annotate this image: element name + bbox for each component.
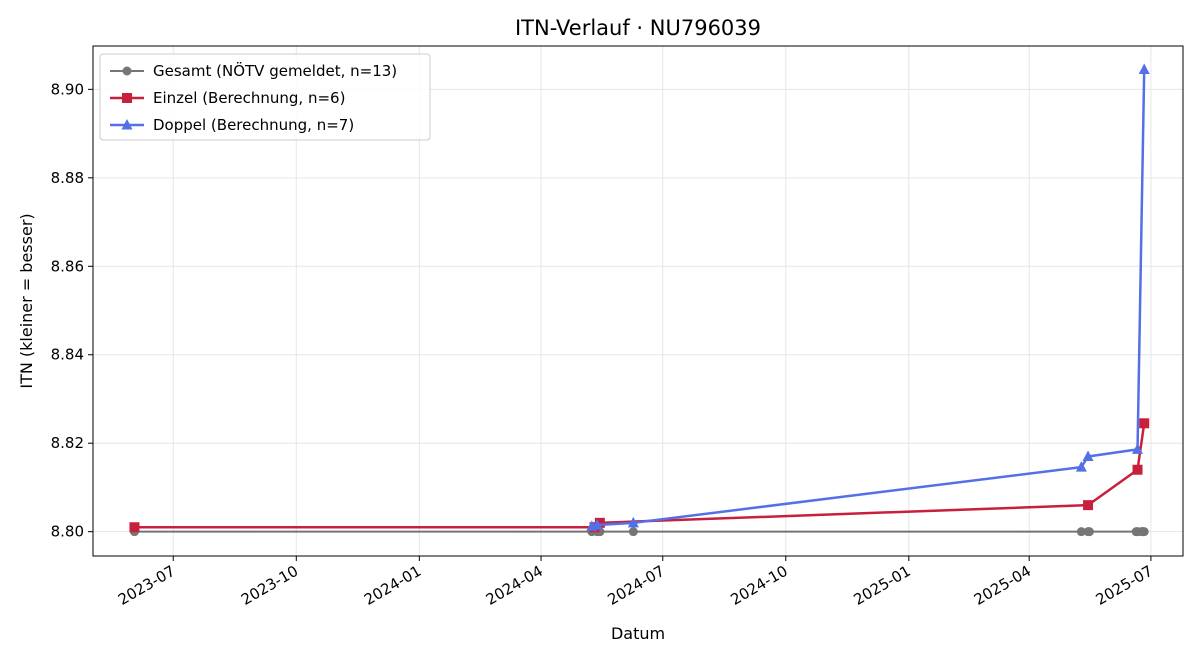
y-tick-label: 8.90	[51, 80, 84, 98]
y-tick-label: 8.86	[51, 257, 84, 275]
legend-item	[110, 93, 144, 103]
series-line	[134, 423, 1146, 529]
data-point	[1138, 63, 1150, 74]
legend-marker	[121, 119, 133, 130]
data-point	[594, 517, 605, 528]
data-point	[1139, 418, 1150, 429]
legend-label: Doppel (Berechnung, n=7)	[153, 116, 354, 134]
y-tick-label: 8.80	[51, 523, 84, 541]
data-point	[1076, 527, 1086, 537]
data-point	[1083, 500, 1094, 511]
legend-marker	[122, 93, 132, 103]
plot-frame	[92, 45, 1184, 557]
series-3	[586, 63, 1150, 531]
data-point	[627, 516, 639, 528]
data-point	[628, 527, 638, 537]
data-point	[129, 522, 140, 533]
y-axis: 8.80 8.82 8.84 8.86 8.88 8.90	[51, 80, 93, 541]
data-point	[1082, 450, 1094, 461]
chart-title: ITN-Verlauf · NU796039	[515, 16, 761, 40]
data-point	[1132, 443, 1144, 454]
legend-item	[110, 119, 144, 130]
legend-label: Gesamt (NÖTV gemeldet, n=13)	[153, 61, 397, 80]
y-axis-label: ITN (kleiner = besser)	[17, 213, 36, 388]
y-tick-label: 8.84	[51, 346, 84, 364]
data-point	[591, 519, 603, 530]
legend-marker	[122, 66, 132, 76]
y-tick-label: 8.82	[51, 434, 84, 452]
x-axis-label: Datum	[611, 624, 665, 643]
data-point	[1075, 461, 1087, 472]
data-point	[1139, 527, 1149, 537]
legend-item	[110, 66, 144, 76]
data-point	[1084, 527, 1094, 537]
y-tick-label: 8.88	[51, 169, 84, 187]
legend: Gesamt (NÖTV gemeldet, n=13) Einzel (Bere…	[99, 53, 431, 141]
legend-label: Einzel (Berechnung, n=6)	[153, 89, 345, 107]
data-point	[1132, 464, 1143, 475]
legend-box	[99, 53, 431, 141]
series-layer	[129, 63, 1150, 537]
